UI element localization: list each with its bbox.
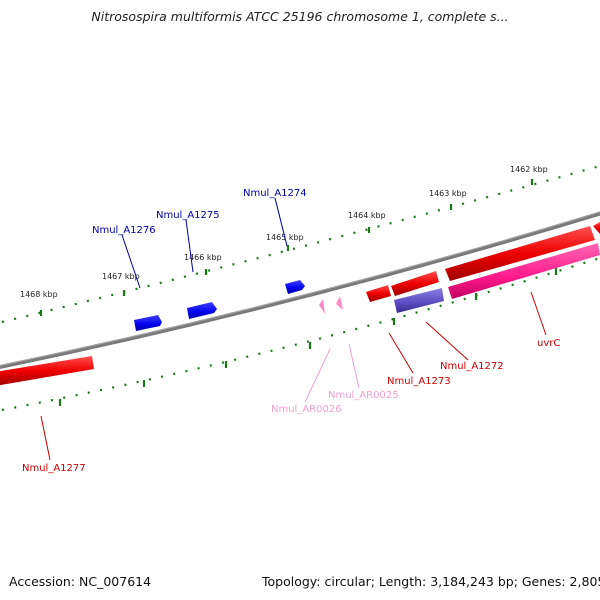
outer-major-ticks — [39, 179, 534, 316]
tick-label-1462: 1462 kbp — [510, 165, 548, 174]
label-Nmul_AR0026[interactable]: Nmul_AR0026 — [271, 404, 342, 415]
label-Nmul_A1277[interactable]: Nmul_A1277 — [22, 463, 86, 474]
gene-Nmul_A1277[interactable] — [0, 356, 94, 386]
feature-pink-bar[interactable] — [448, 243, 600, 299]
topology-summary: Topology: circular; Length: 3,184,243 bp… — [262, 574, 600, 589]
label-leader-lines — [40, 197, 547, 461]
chromosome-backbone — [0, 211, 600, 370]
tick-label-1466: 1466 kbp — [184, 253, 222, 262]
feature-purple-bar[interactable] — [394, 288, 444, 313]
tick-label-1468: 1468 kbp — [20, 290, 58, 299]
gene-Nmul_A1273[interactable] — [366, 285, 391, 302]
gene-uvrC[interactable] — [445, 222, 600, 281]
gene-Nmul_AR0026[interactable] — [319, 299, 325, 314]
label-uvrC[interactable]: uvrC — [537, 338, 560, 349]
gene-Nmul_A1272[interactable] — [391, 271, 439, 296]
gene-Nmul_A1276[interactable] — [134, 315, 162, 331]
label-Nmul_A1275[interactable]: Nmul_A1275 — [156, 210, 220, 221]
label-Nmul_A1276[interactable]: Nmul_A1276 — [92, 225, 156, 236]
label-Nmul_A1273[interactable]: Nmul_A1273 — [387, 376, 451, 387]
label-Nmul_A1274[interactable]: Nmul_A1274 — [243, 188, 307, 199]
tick-label-1467: 1467 kbp — [102, 272, 140, 281]
map-title: Nitrosospira multiformis ATCC 25196 chro… — [91, 9, 509, 24]
gene-Nmul_A1275[interactable] — [187, 302, 217, 319]
tick-label-1464: 1464 kbp — [348, 211, 386, 220]
chromosome-backbone-highlight — [0, 211, 600, 366]
gene-Nmul_AR0025[interactable] — [336, 296, 343, 310]
label-Nmul_AR0025[interactable]: Nmul_AR0025 — [328, 390, 399, 401]
gene-Nmul_A1274[interactable] — [285, 280, 305, 294]
tick-label-1463: 1463 kbp — [429, 189, 467, 198]
accession-text: Accession: NC_007614 — [9, 574, 152, 589]
inner-major-ticks — [58, 268, 558, 406]
label-Nmul_A1272[interactable]: Nmul_A1272 — [440, 361, 504, 372]
